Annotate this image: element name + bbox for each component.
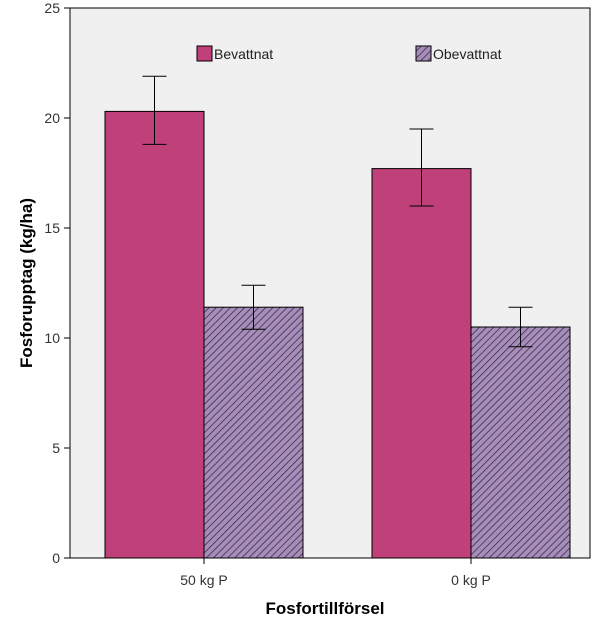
bar-bevattnat-1	[371, 168, 472, 559]
bar-obevattnat-0	[203, 306, 304, 559]
y-tick-label: 15	[44, 220, 60, 236]
y-tick-label: 20	[44, 110, 60, 126]
y-tick-label: 0	[52, 550, 60, 566]
legend-label: Obevattnat	[433, 46, 502, 62]
x-axis-title: Fosfortillförsel	[265, 599, 384, 618]
x-axis-ticks: 50 kg P 0 kg P	[180, 558, 491, 588]
legend-label: Bevattnat	[214, 46, 273, 62]
legend: Bevattnat Obevattnat	[196, 45, 502, 62]
legend-swatch-bevattnat	[196, 45, 213, 62]
y-axis-title: Fosforupptag (kg/ha)	[17, 198, 36, 368]
y-tick-label: 10	[44, 330, 60, 346]
bar-obevattnat-1	[470, 326, 571, 559]
error-bars	[142, 75, 533, 348]
y-tick-label: 25	[44, 0, 60, 16]
legend-swatch-obevattnat	[415, 45, 432, 62]
x-tick-label: 50 kg P	[180, 572, 227, 588]
x-tick-label: 0 kg P	[451, 572, 491, 588]
bar-bevattnat-0	[104, 110, 205, 559]
y-tick-label: 5	[52, 440, 60, 456]
bars	[104, 110, 571, 559]
y-axis-ticks: 0 5 10 15 20 25	[44, 0, 70, 566]
